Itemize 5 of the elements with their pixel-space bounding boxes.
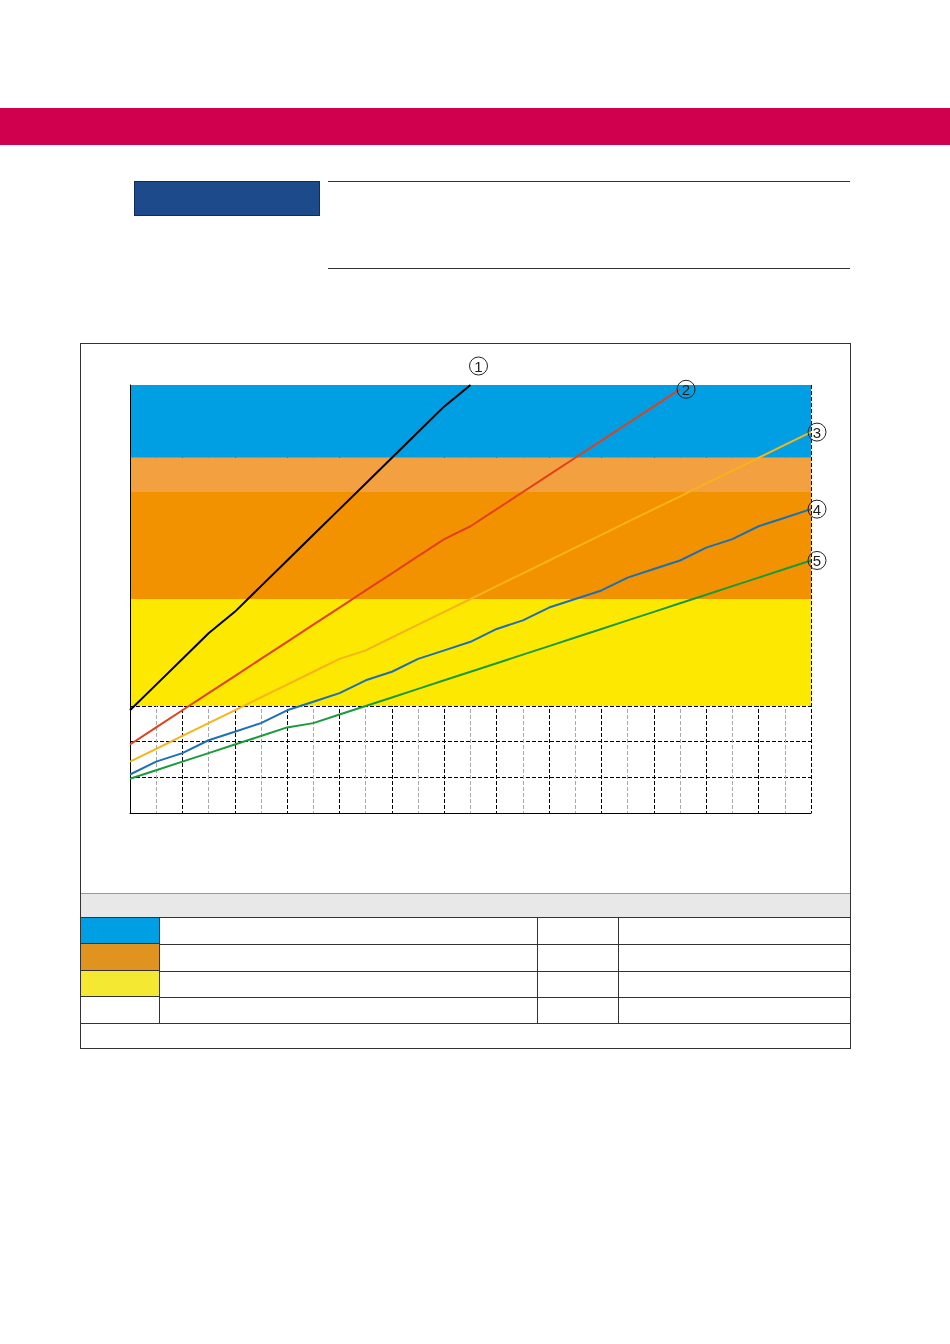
series-label: 5 — [812, 551, 822, 569]
series-label: 1 — [474, 357, 483, 375]
series-label: 2 — [681, 380, 691, 398]
series-label: 4 — [812, 500, 822, 518]
series-label: 3 — [812, 423, 822, 441]
